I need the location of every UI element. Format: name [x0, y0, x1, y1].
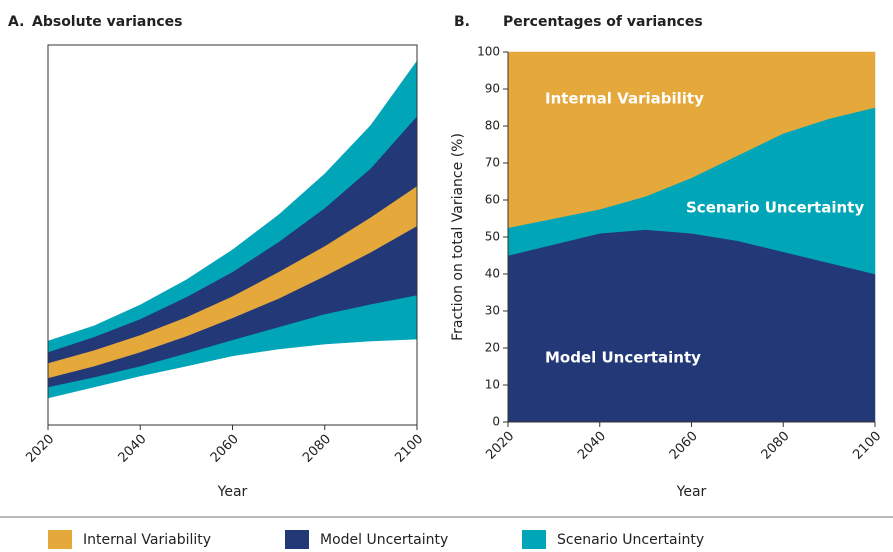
y-tick-label: 10: [485, 378, 500, 392]
y-tick-label: 60: [485, 193, 500, 207]
legend-label: Model Uncertainty: [320, 532, 448, 548]
x-axis-label: Year: [676, 484, 707, 500]
legend-label: Scenario Uncertainty: [557, 532, 704, 548]
y-tick-label: 80: [485, 119, 500, 133]
y-axis-label: Fraction on total Variance (%): [450, 133, 466, 341]
y-tick-label: 20: [485, 341, 500, 355]
panel-letter: B.: [454, 14, 470, 30]
x-tick-label: 2060: [208, 432, 242, 466]
y-tick-label: 90: [485, 82, 500, 96]
legend-swatch: [522, 530, 546, 549]
panel-letter: A.: [8, 14, 24, 30]
y-tick-label: 0: [492, 415, 500, 429]
x-tick-label: 2020: [23, 432, 57, 466]
area-label: Internal Variability: [545, 90, 704, 108]
x-tick-label: 2080: [759, 429, 793, 463]
x-tick-label: 2100: [392, 432, 426, 466]
panel-title: Percentages of variances: [503, 14, 703, 30]
y-tick-label: 50: [485, 230, 500, 244]
x-tick-label: 2060: [667, 429, 701, 463]
x-tick-label: 2040: [116, 432, 150, 466]
x-tick-label: 2100: [850, 429, 884, 463]
x-tick-label: 2020: [483, 429, 517, 463]
y-tick-label: 30: [485, 304, 500, 318]
y-tick-label: 40: [485, 267, 500, 281]
legend-swatch: [285, 530, 309, 549]
x-tick-label: 2080: [300, 432, 334, 466]
y-tick-label: 70: [485, 156, 500, 170]
area-label: Model Uncertainty: [545, 349, 701, 367]
legend-label: Internal Variability: [83, 532, 211, 548]
panel-title: Absolute variances: [32, 14, 182, 30]
x-tick-label: 2040: [575, 429, 609, 463]
stacked-area: [507, 51, 876, 229]
x-axis-label: Year: [217, 484, 248, 500]
legend-swatch: [48, 530, 72, 549]
area-label: Scenario Uncertainty: [686, 199, 864, 217]
y-tick-label: 100: [477, 45, 500, 59]
